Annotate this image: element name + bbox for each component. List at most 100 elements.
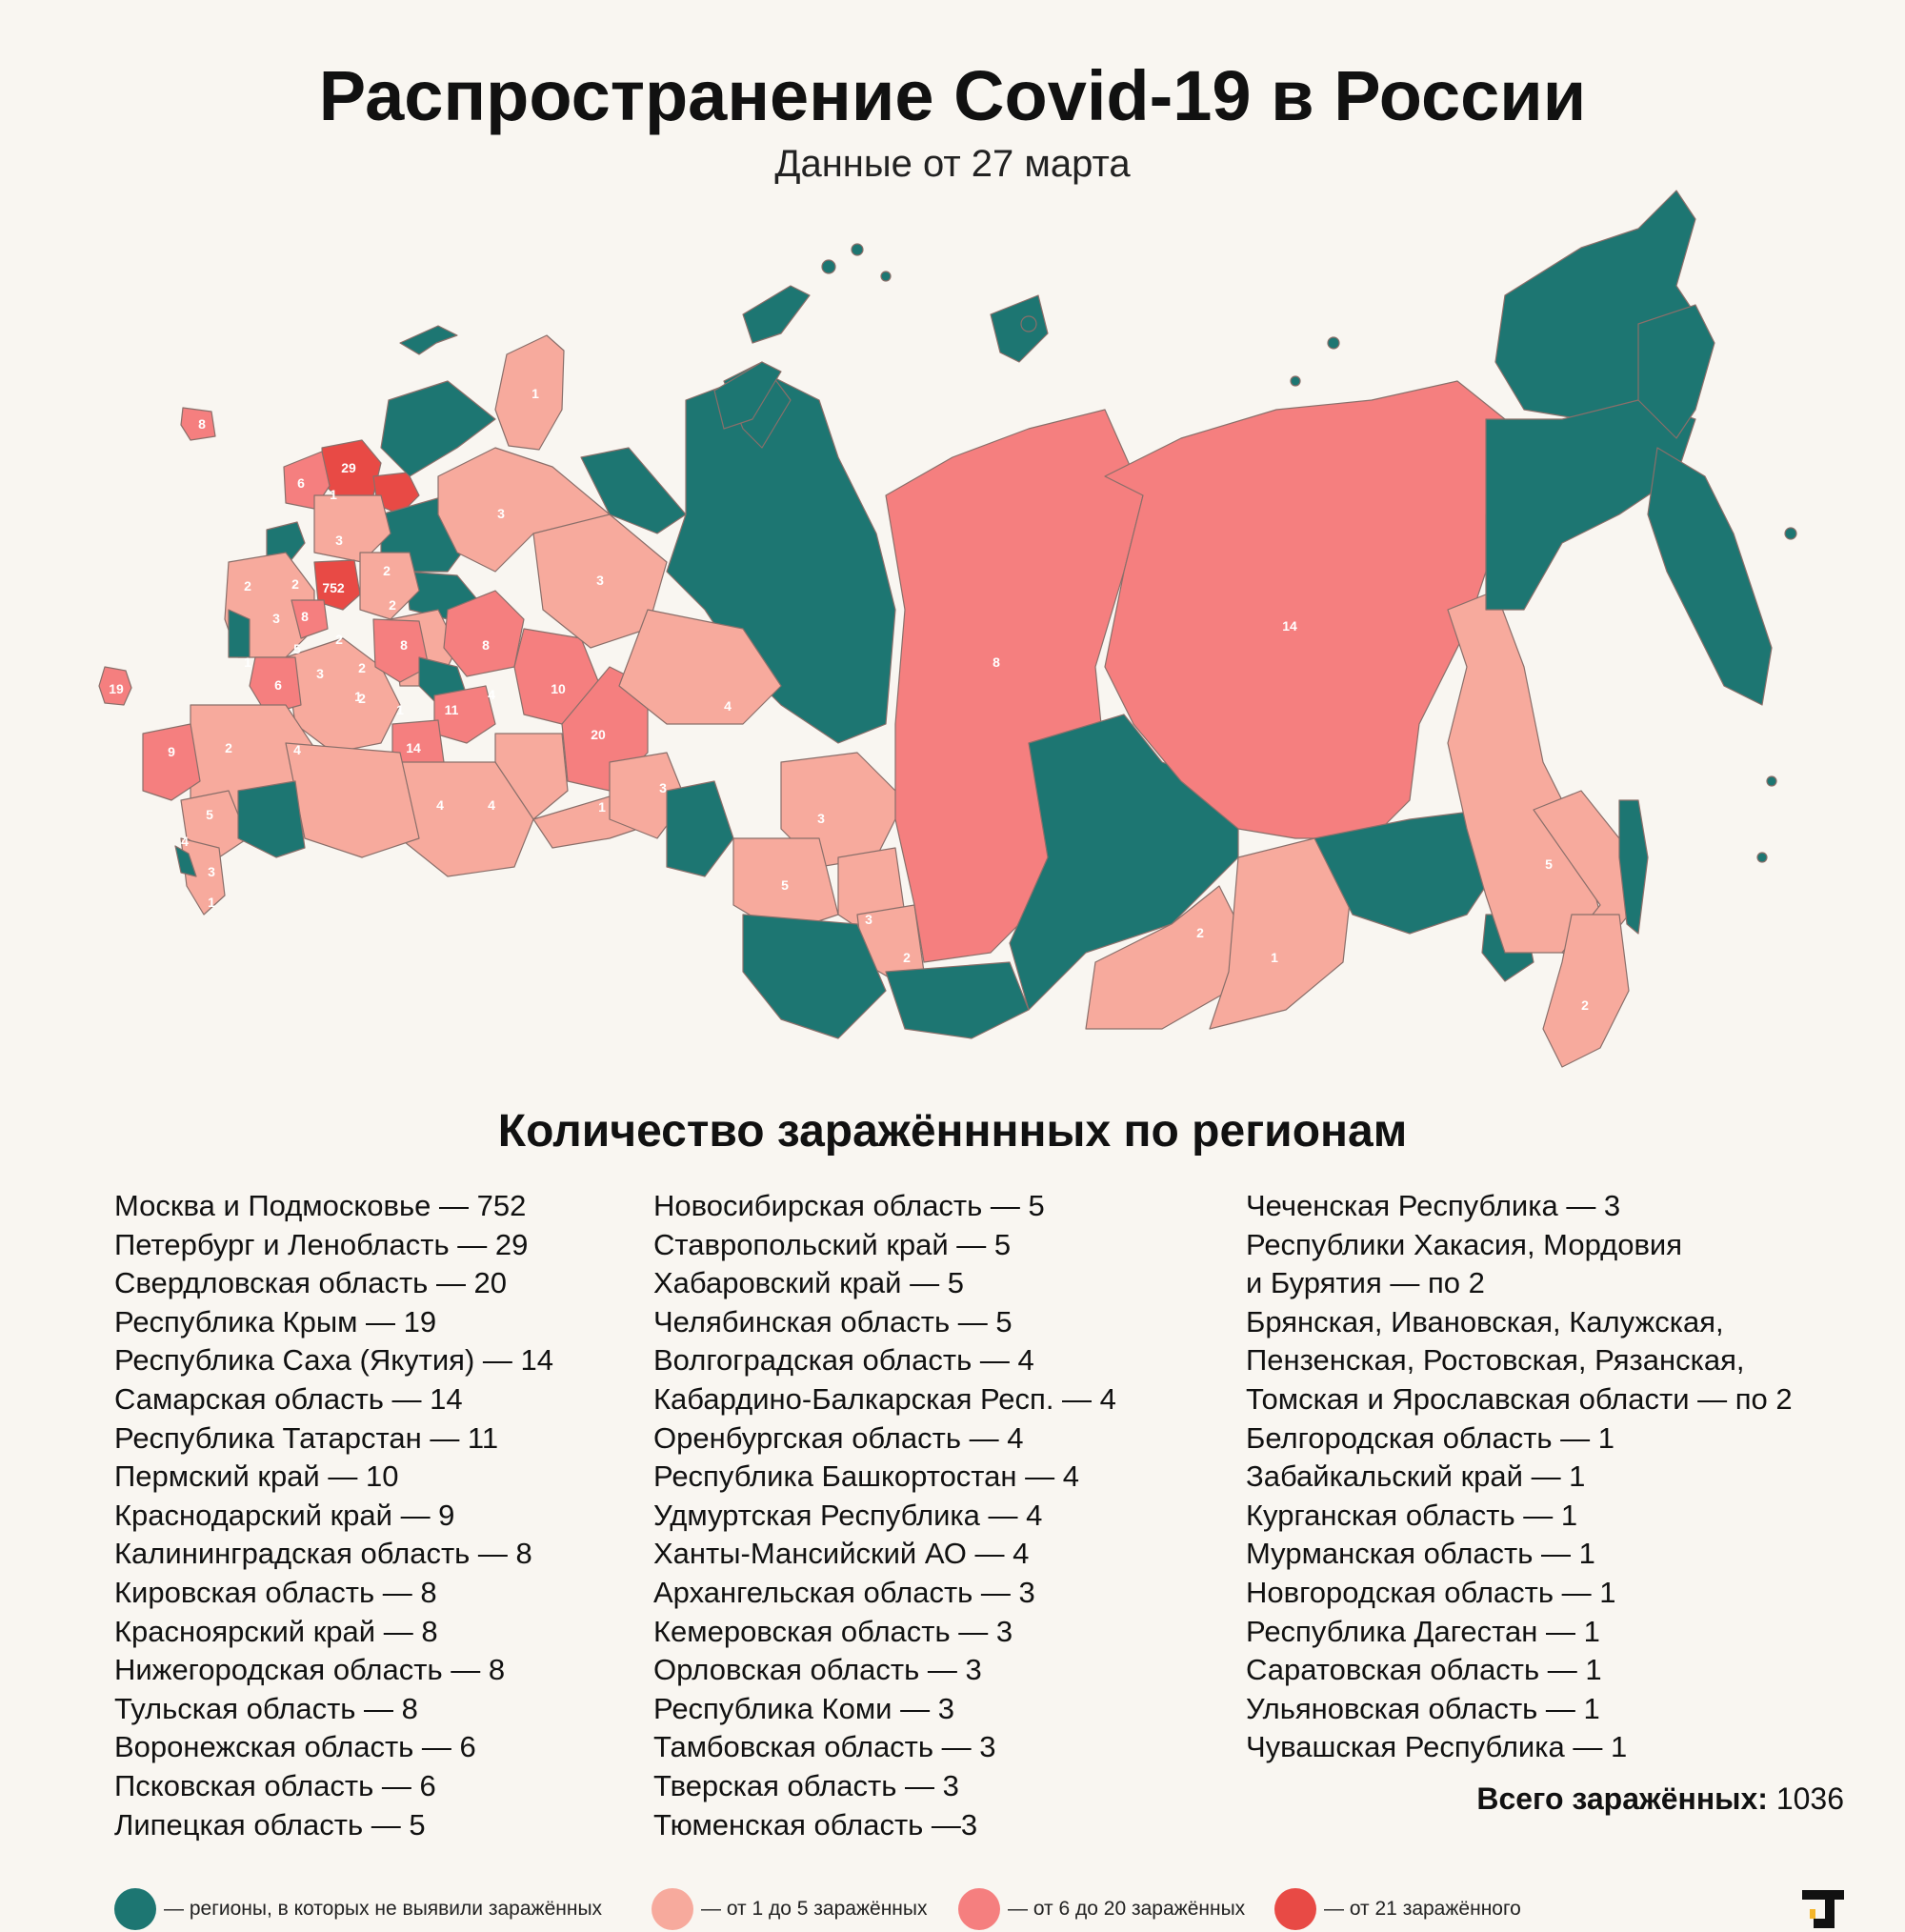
russia-map: 8 19 29 6 1 1 3 752 2 2 2 2 8 3 5 6 1 2 … xyxy=(98,190,1797,1068)
region-caucasus xyxy=(180,837,226,916)
list-item: Пензенская, Ростовская, Рязанская, xyxy=(1246,1343,1745,1378)
list-item: Хабаровский край — 5 xyxy=(653,1266,964,1300)
region-krasnodar xyxy=(142,723,201,801)
list-item: Ставропольский край — 5 xyxy=(653,1227,1012,1261)
label-voronezh: 6 xyxy=(274,677,282,693)
legend-item-high: — от 21 заражённого xyxy=(1274,1888,1521,1930)
label-arkhangelsk: 3 xyxy=(497,506,505,521)
region-stavropol xyxy=(180,790,249,858)
label-udmurtia: 4 xyxy=(488,687,495,702)
list-item: Самарская область — 14 xyxy=(114,1381,463,1416)
region-moscow xyxy=(313,559,361,611)
arctic-island xyxy=(1327,336,1340,350)
page-subtitle: Данные от 27 марта xyxy=(774,143,1131,185)
list-item: Саратовская область — 1 xyxy=(1246,1653,1602,1687)
region-tula xyxy=(291,599,329,639)
region-primorye xyxy=(1542,914,1630,1068)
arctic-island xyxy=(1020,315,1037,332)
arctic-island xyxy=(1766,775,1777,787)
label-bryansk: 3 xyxy=(272,611,280,626)
region-north-teal xyxy=(380,380,496,477)
list-item: Челябинская область — 5 xyxy=(653,1304,1013,1338)
label-yakutia: 14 xyxy=(1282,618,1297,634)
arctic-island xyxy=(851,243,864,256)
list-item: Тульская область — 8 xyxy=(114,1691,418,1725)
label-novosibirsk: 5 xyxy=(781,877,789,893)
region-murmansk-low xyxy=(494,334,565,451)
legend-swatch xyxy=(652,1888,693,1930)
region-nizhny xyxy=(372,618,430,683)
list-item: Республика Крым — 19 xyxy=(114,1304,437,1338)
label-karelia: 29 xyxy=(341,460,356,475)
label-tambov: 3 xyxy=(316,666,324,681)
total-value: 1036 xyxy=(1775,1781,1844,1816)
russia-map-svg: 8 19 29 6 1 1 3 752 2 2 2 2 8 3 5 6 1 2 … xyxy=(98,190,1797,1068)
label-kurgan: 3 xyxy=(659,780,667,795)
list-item: Новгородская область — 1 xyxy=(1246,1575,1616,1609)
label-sverdlovsk: 20 xyxy=(591,727,606,742)
list-item: Кемеровская область — 3 xyxy=(653,1614,1013,1648)
list-item: Пермский край — 10 xyxy=(114,1459,399,1494)
region-magadan xyxy=(1485,399,1696,611)
label-kirov: 8 xyxy=(482,637,490,653)
label-novgorod: 1 xyxy=(330,487,337,502)
label-belgorod: 1 xyxy=(244,654,251,670)
label-ivanovo: 2 xyxy=(389,597,396,613)
label-primorye: 2 xyxy=(1581,997,1589,1013)
list-item: Республики Хакасия, Мордовия xyxy=(1246,1227,1683,1261)
list-item: Москва и Подмосковье — 752 xyxy=(114,1189,527,1222)
list-item: Курганская область — 1 xyxy=(1246,1498,1578,1532)
label-komi: 3 xyxy=(596,573,604,588)
region-central-low-3 xyxy=(313,494,391,563)
list-item: Калининградская область — 8 xyxy=(114,1537,532,1571)
label-tula: 8 xyxy=(301,609,309,624)
region-chukotka-east xyxy=(1637,304,1715,439)
label-tatarstan: 11 xyxy=(445,702,459,717)
region-yakutia xyxy=(1104,380,1525,839)
list-item: Республика Дагестан — 1 xyxy=(1246,1614,1600,1648)
list-item: Архангельская область — 3 xyxy=(653,1575,1035,1609)
label-hmao: 4 xyxy=(724,698,732,714)
label-khabarovsk: 5 xyxy=(1545,856,1553,872)
label-mordovia: 2 xyxy=(358,691,366,706)
list-item: Орловская область — 3 xyxy=(653,1653,982,1687)
label-penza: 2 xyxy=(358,660,366,675)
legend-label: — от 21 заражённого xyxy=(1324,1898,1521,1920)
list-item: Забайкальский край — 1 xyxy=(1246,1459,1586,1494)
list-item: Тюменская область —3 xyxy=(653,1807,978,1841)
list-item: Краснодарский край — 9 xyxy=(114,1498,455,1532)
label-stavropol: 5 xyxy=(206,807,213,822)
list-item: Новосибирская область — 5 xyxy=(653,1189,1045,1222)
label-murmansk: 1 xyxy=(531,386,539,401)
label-smolensk: 2 xyxy=(244,578,251,594)
legend-item-low: — от 1 до 5 заражённых xyxy=(652,1888,927,1930)
legend-swatch xyxy=(1274,1888,1316,1930)
label-kaliningrad: 8 xyxy=(198,416,206,432)
page-title: Распространение Covid-19 в России xyxy=(318,56,1587,135)
region-altai-teal xyxy=(742,914,887,1039)
total-infected: Всего заражённых: 1036 xyxy=(1476,1781,1844,1817)
list-item: Белгородская область — 1 xyxy=(1246,1420,1615,1455)
label-moscow: 752 xyxy=(322,580,345,595)
legend-label: — от 1 до 5 заражённых xyxy=(701,1898,928,1920)
label-dagestan: 1 xyxy=(208,895,215,910)
list-item: Кировская область — 8 xyxy=(114,1575,437,1609)
arctic-island xyxy=(1784,527,1797,540)
label-kbr: 4 xyxy=(181,834,189,849)
list-item: Брянская, Ивановская, Калужская, xyxy=(1246,1304,1724,1338)
label-volgograd: 4 xyxy=(293,742,301,757)
arctic-island xyxy=(880,271,892,282)
regions-column-1: Москва и Подмосковье — 752 Петербург и Л… xyxy=(114,1187,553,1844)
arctic-island xyxy=(1756,852,1768,863)
list-item: Нижегородская область — 8 xyxy=(114,1653,506,1687)
list-item: Красноярский край — 8 xyxy=(114,1614,438,1648)
region-kamchatka xyxy=(1647,447,1773,706)
region-caucasus-teal xyxy=(174,845,197,877)
list-item: Псковская область — 6 xyxy=(114,1768,436,1802)
legend-swatch xyxy=(958,1888,1000,1930)
list-item: Республика Башкортостан — 4 xyxy=(653,1459,1079,1494)
list-item: Свердловская область — 20 xyxy=(114,1266,508,1300)
region-novaya-zemlya xyxy=(713,361,782,430)
list-item: Чеченская Республика — 3 xyxy=(1246,1189,1621,1222)
label-krasnodar: 9 xyxy=(168,744,175,759)
